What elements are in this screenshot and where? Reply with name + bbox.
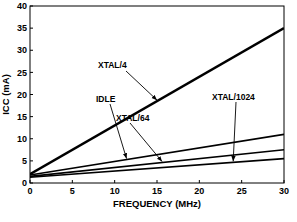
series-line <box>30 150 284 177</box>
series-label: XTAL/1024 <box>212 92 255 102</box>
x-tick <box>72 180 73 183</box>
y-tick <box>30 6 33 7</box>
y-tick <box>30 116 33 117</box>
series-label: XTAL/64 <box>116 113 150 123</box>
y-tick-label: 25 <box>17 68 27 78</box>
y-tick <box>30 72 33 73</box>
x-tick <box>114 180 115 183</box>
y-tick <box>30 160 33 161</box>
y-tick-label: 20 <box>17 90 27 100</box>
y-axis-label: ICC (mA) <box>0 74 11 115</box>
y-tick <box>30 183 33 184</box>
x-tick <box>284 180 285 183</box>
series-label: IDLE <box>96 94 116 104</box>
y-tick-label: 0 <box>22 178 27 188</box>
x-axis-label: FREQUENCY (MHz) <box>113 198 201 209</box>
y-tick <box>30 28 33 29</box>
series-line <box>30 134 284 175</box>
x-tick-label: 20 <box>194 186 204 196</box>
chart: 0 5 10 15 20 25 30 0 5 10 15 20 25 30 35 40 FREQUENCY (M… <box>0 0 297 222</box>
x-tick-label: 0 <box>27 186 32 196</box>
label-arrow <box>126 71 157 100</box>
label-arrow <box>130 123 162 162</box>
y-tick-label: 5 <box>22 156 27 166</box>
series-label: XTAL/4 <box>98 60 127 70</box>
y-tick <box>30 138 33 139</box>
label-arrow <box>233 102 236 161</box>
y-tick <box>30 94 33 95</box>
x-tick-label: 5 <box>70 186 75 196</box>
x-tick <box>241 180 242 183</box>
x-tick-label: 30 <box>279 186 289 196</box>
y-tick-label: 40 <box>17 1 27 11</box>
x-tick-label: 15 <box>152 186 162 196</box>
y-tick-label: 10 <box>17 134 27 144</box>
y-tick-label: 15 <box>17 112 27 122</box>
y-tick <box>30 50 33 51</box>
series-line <box>30 159 284 178</box>
y-tick-label: 30 <box>17 45 27 55</box>
y-tick-label: 35 <box>17 23 27 33</box>
plot-frame <box>30 6 284 183</box>
x-tick <box>199 180 200 183</box>
series-line <box>30 28 284 174</box>
x-tick-label: 25 <box>237 186 247 196</box>
x-tick-label: 10 <box>110 186 120 196</box>
x-tick <box>157 180 158 183</box>
plot-area <box>30 28 284 177</box>
